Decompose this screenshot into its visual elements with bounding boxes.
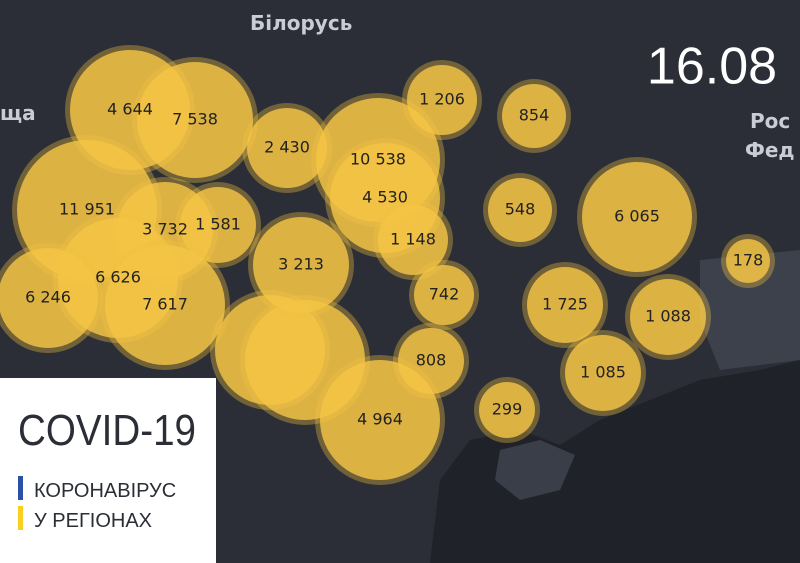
bubble-label: 299	[492, 400, 523, 419]
panel-line: У РЕГІОНАХ	[34, 510, 152, 532]
bubble-label: 3 213	[278, 255, 324, 274]
flag-blue	[18, 476, 23, 500]
date: 16.08	[647, 38, 777, 96]
bubble-label: 7 538	[172, 110, 218, 129]
place-label: Білорусь	[250, 11, 352, 35]
bubble-label: 10 538	[350, 150, 406, 169]
bubble	[180, 187, 256, 263]
bubble-label: 1 148	[390, 230, 436, 249]
bubble-label: 7 617	[142, 295, 188, 314]
panel	[0, 378, 216, 563]
bubble-label: 2 430	[264, 138, 310, 157]
bubble-label: 808	[416, 351, 447, 370]
place-label: Рос	[750, 109, 790, 133]
bubble-label: 3 732	[142, 220, 188, 239]
bubble	[582, 162, 692, 272]
bubble	[565, 335, 641, 411]
bubble	[407, 65, 477, 135]
bubble	[247, 108, 327, 188]
bubble	[488, 178, 552, 242]
bubble	[320, 360, 440, 480]
bubble	[137, 62, 253, 178]
flag-yellow	[18, 506, 23, 530]
bubble-label: 4 644	[107, 100, 153, 119]
place-label: Фед	[745, 138, 795, 162]
region-east	[700, 250, 800, 370]
bubble-label: 548	[505, 200, 536, 219]
bubble-label: 6 065	[614, 207, 660, 226]
panel-line: КОРОНАВІРУС	[34, 480, 176, 502]
bubble-label: 4 964	[357, 410, 403, 429]
bubble-label: 1 206	[419, 90, 465, 109]
bubble-label: 1 725	[542, 295, 588, 314]
bubble-label: 1 085	[580, 363, 626, 382]
bubble-label: 6 626	[95, 268, 141, 287]
panel-title: COVID-19	[18, 406, 196, 455]
bubble	[378, 205, 448, 275]
sea	[430, 360, 800, 563]
crimea	[495, 440, 575, 500]
bubble	[414, 265, 474, 325]
bubble-label: 742	[429, 285, 460, 304]
bubble	[0, 248, 98, 348]
bubble	[630, 279, 706, 355]
bubble	[726, 239, 770, 283]
bubble	[479, 382, 535, 438]
bubble-label: 4 530	[362, 188, 408, 207]
bubble	[527, 267, 603, 343]
bubbles: 4 644 7 538 2 430 10 538 4 530 1 206 854 11 951…	[0, 45, 775, 485]
bubble-label: 1 088	[645, 307, 691, 326]
bubble-label: 178	[733, 251, 764, 270]
bubble	[105, 245, 225, 365]
bubble-label: 6 246	[25, 288, 71, 307]
bubble-label: 11 951	[59, 200, 115, 219]
bubble-label: 1 581	[195, 215, 241, 234]
bubble	[253, 217, 349, 313]
bubble	[502, 84, 566, 148]
bubble-label: 854	[519, 106, 550, 125]
place-label: ща	[0, 101, 36, 125]
